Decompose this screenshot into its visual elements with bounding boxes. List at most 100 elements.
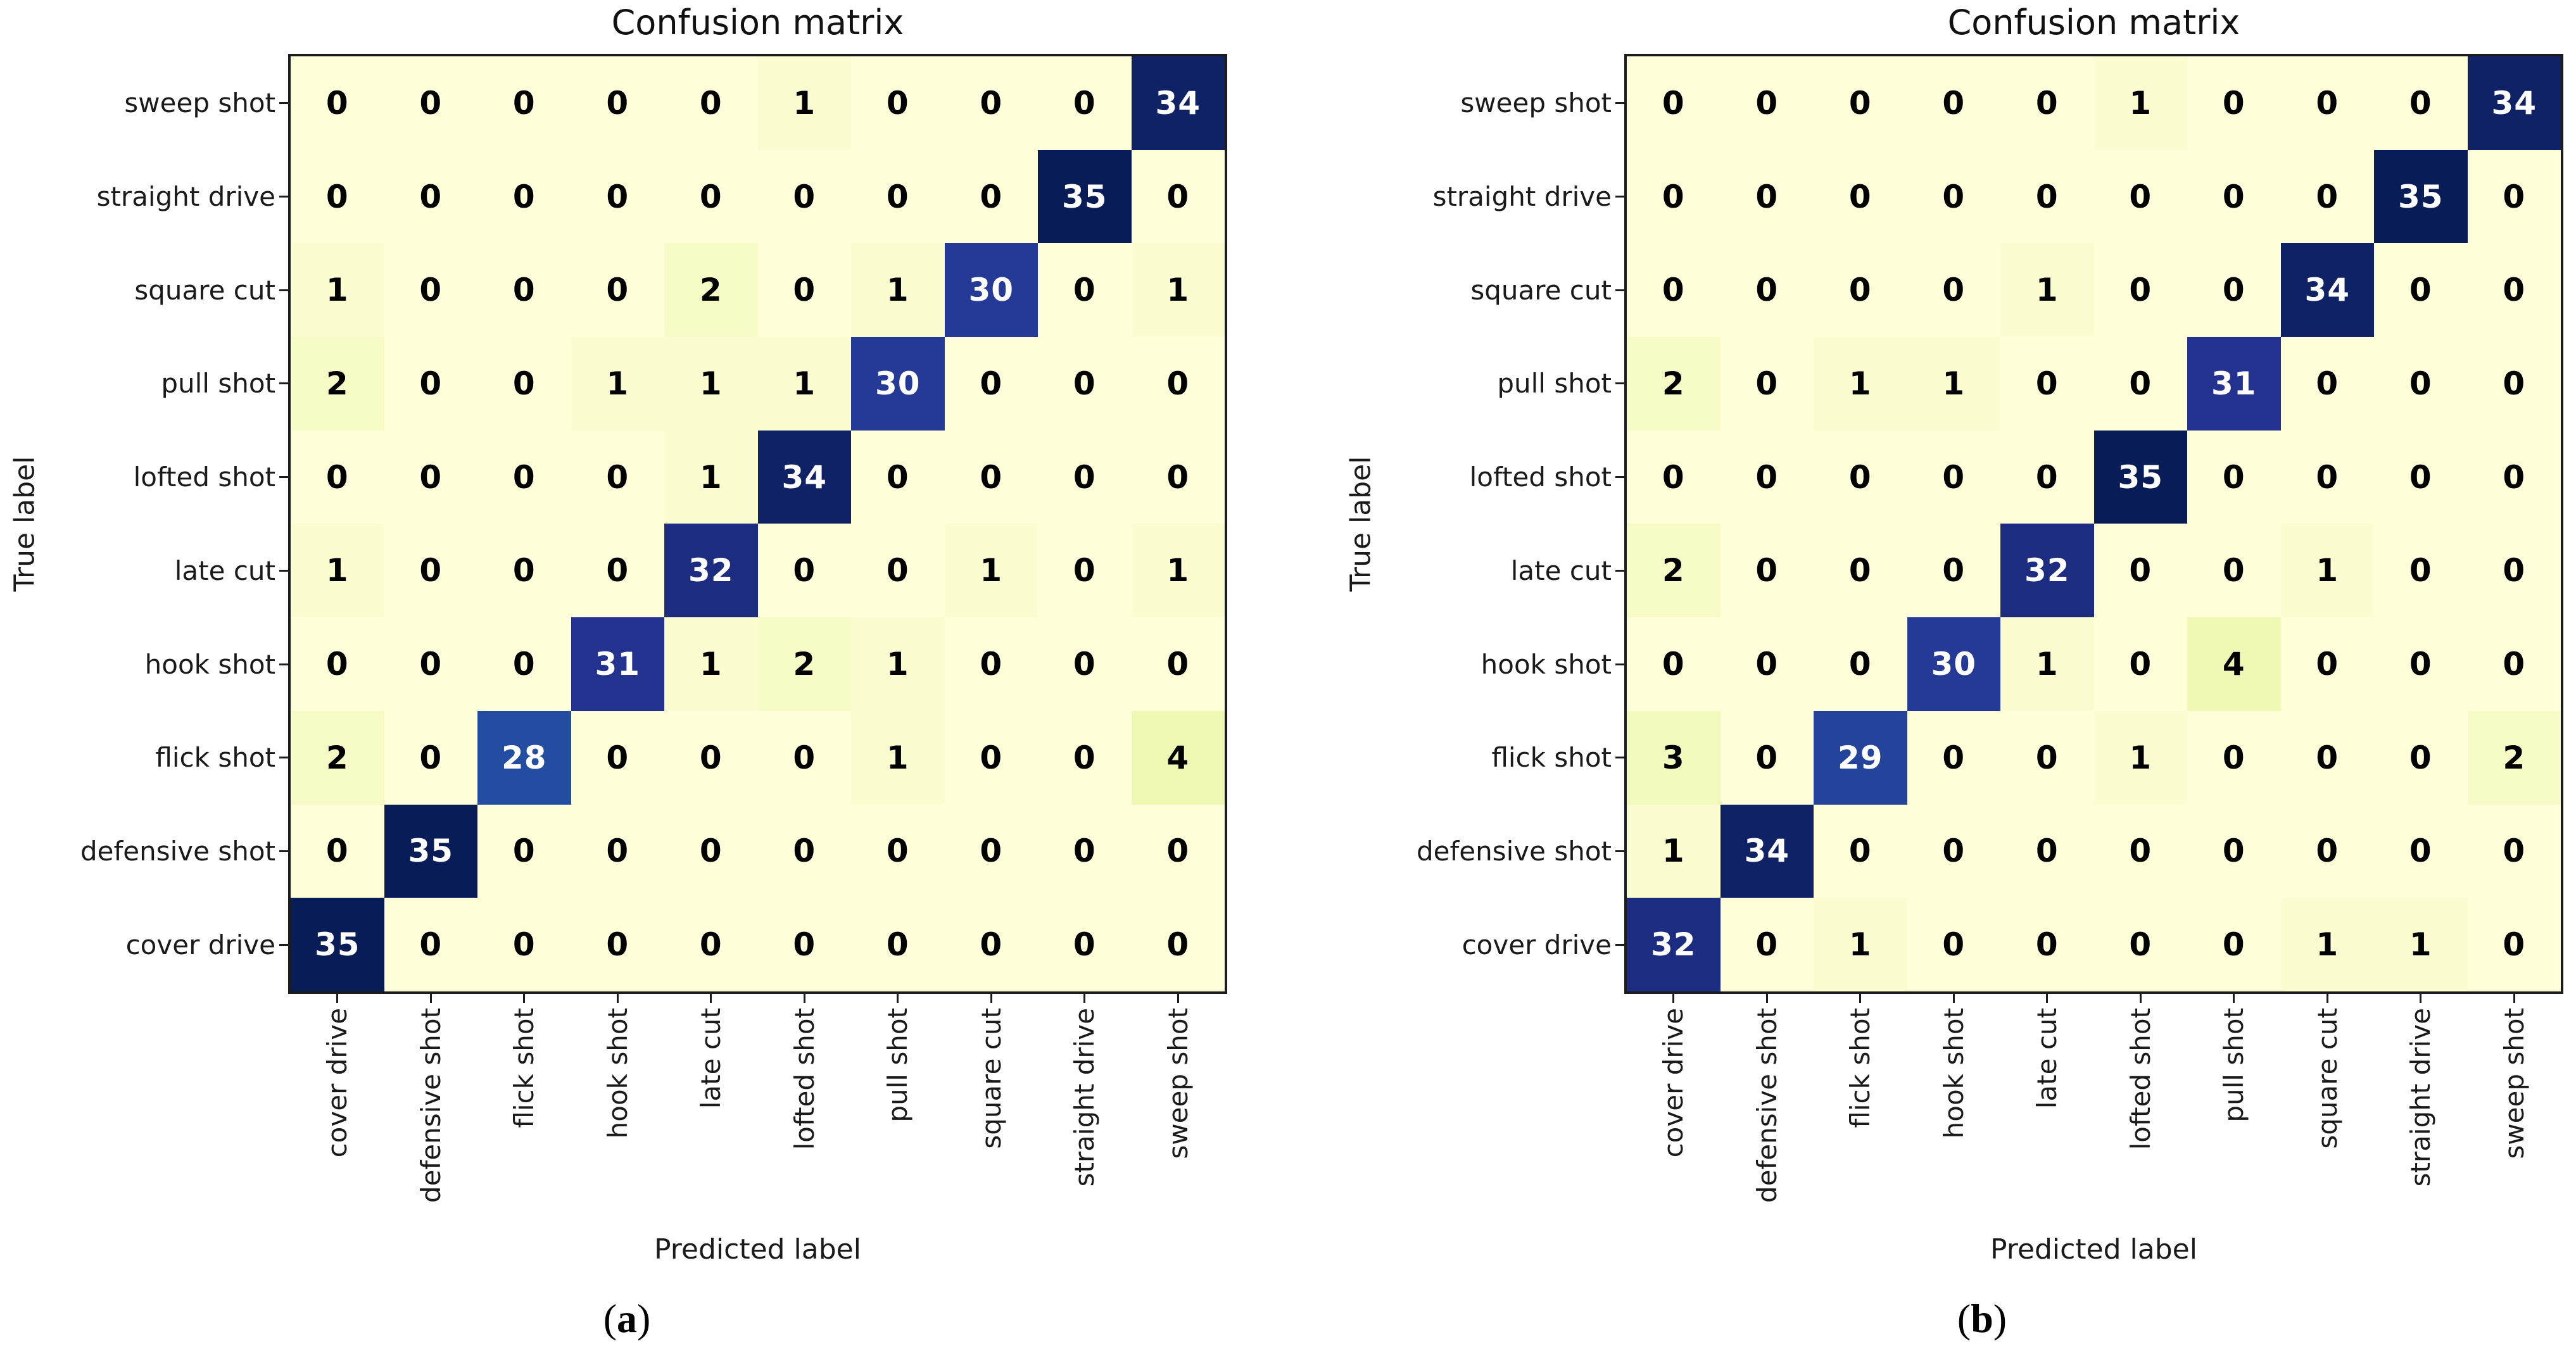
matrix-cell: 0 [1907, 56, 2000, 150]
x-tick-label: straight drive [1038, 1008, 1132, 1186]
matrix-cell: 0 [1131, 804, 1225, 898]
matrix-cell: 0 [2093, 617, 2187, 711]
matrix-cell: 0 [2187, 804, 2281, 898]
matrix-cell: 0 [2000, 430, 2094, 524]
x-tick-label: square cut [2281, 1008, 2375, 1149]
matrix-cell: 35 [2374, 149, 2468, 244]
x-tick-mark [2420, 994, 2422, 1003]
x-tick-label-text: late cut [2031, 1008, 2063, 1109]
matrix-cell: 1 [1907, 337, 2000, 431]
x-tick-mark [1177, 994, 1179, 1003]
matrix-cell: 0 [291, 804, 384, 898]
matrix-cell: 0 [571, 524, 664, 618]
matrix-cell: 0 [2187, 149, 2281, 244]
y-tick-mark [279, 943, 288, 946]
matrix-cell: 0 [384, 524, 477, 618]
matrix-cell: 0 [1720, 337, 1814, 431]
y-tick-mark [279, 102, 288, 104]
x-tick-mark [2139, 994, 2142, 1003]
matrix-cell: 32 [2000, 524, 2094, 618]
matrix-cell: 1 [2000, 243, 2094, 337]
matrix-cell: 0 [944, 710, 1038, 805]
y-tick-mark [1615, 757, 1624, 759]
y-tick-label: lofted shot [1469, 462, 1612, 493]
chart-title: Confusion matrix [1947, 3, 2240, 42]
matrix-cell: 0 [664, 898, 758, 991]
matrix-cell: 0 [1627, 56, 1720, 150]
matrix-cell: 35 [1038, 149, 1132, 244]
x-tick-mark [336, 994, 339, 1003]
subfigure-caption-a: (a) [494, 1295, 760, 1342]
matrix-cell: 0 [1627, 617, 1720, 711]
x-tick-label-text: defensive shot [415, 1008, 446, 1204]
matrix-cell: 0 [384, 337, 477, 431]
matrix-cell: 1 [2374, 898, 2468, 991]
matrix-cell: 0 [757, 710, 851, 805]
matrix-cell: 0 [1907, 243, 2000, 337]
matrix-cell: 0 [1907, 710, 2000, 805]
matrix-cell: 0 [1131, 430, 1225, 524]
y-tick-label: defensive shot [80, 835, 275, 867]
y-tick-mark [279, 196, 288, 198]
x-tick-label-text: straight drive [1069, 1008, 1101, 1187]
matrix-cell: 31 [2187, 337, 2281, 431]
matrix-cell: 0 [944, 337, 1038, 431]
y-axis-label-text: True label [1344, 456, 1377, 592]
matrix-cell: 0 [1038, 898, 1132, 991]
x-tick-label-text: cover drive [1658, 1008, 1689, 1158]
y-axis-label-text: True label [8, 456, 41, 592]
y-tick-mark [279, 382, 288, 385]
matrix-cell: 0 [2093, 243, 2187, 337]
matrix-cell: 1 [2093, 56, 2187, 150]
matrix-cell: 0 [2280, 804, 2374, 898]
matrix-cell: 29 [1814, 710, 1907, 805]
matrix-cell: 1 [664, 617, 758, 711]
x-tick-mark [1083, 994, 1086, 1003]
x-tick-mark [1859, 994, 1862, 1003]
matrix-cell: 0 [1907, 898, 2000, 991]
y-tick-label: cover drive [125, 929, 275, 960]
matrix-cell: 0 [1720, 56, 1814, 150]
matrix-cell: 0 [384, 617, 477, 711]
matrix-cell: 0 [944, 898, 1038, 991]
y-tick-label: lofted shot [133, 462, 275, 493]
matrix-cell: 0 [384, 710, 477, 805]
matrix-cell: 0 [1814, 430, 1907, 524]
y-tick-mark [279, 569, 288, 572]
x-tick-label-text: hook shot [1938, 1008, 1969, 1139]
matrix-cell: 0 [2000, 898, 2094, 991]
matrix-cell: 0 [477, 243, 571, 337]
matrix-cell: 0 [1814, 804, 1907, 898]
panel-a: Confusion matrix sweep shot straight driv… [0, 0, 1240, 1358]
matrix-cell: 0 [477, 337, 571, 431]
x-tick-label-text: pull shot [882, 1008, 914, 1122]
matrix-cell: 0 [384, 898, 477, 991]
matrix-cell: 0 [384, 243, 477, 337]
matrix-cell: 34 [757, 430, 851, 524]
matrix-cell: 0 [1720, 617, 1814, 711]
x-tick-mark [803, 994, 805, 1003]
matrix-cell: 1 [1814, 898, 1907, 991]
matrix-cell: 0 [2093, 524, 2187, 618]
matrix-cell: 0 [664, 804, 758, 898]
matrix-cell: 1 [851, 710, 945, 805]
matrix-cell: 2 [1627, 524, 1720, 618]
y-tick-mark [279, 663, 288, 665]
matrix-cell: 0 [1038, 243, 1132, 337]
matrix-cell: 0 [2187, 898, 2281, 991]
matrix-cell: 0 [851, 56, 945, 150]
x-tick-mark [990, 994, 992, 1003]
x-tick-label: hook shot [571, 1008, 665, 1138]
matrix-cell: 0 [944, 430, 1038, 524]
matrix-cell: 34 [2280, 243, 2374, 337]
matrix-cell: 0 [2000, 56, 2094, 150]
matrix-cell: 0 [2000, 149, 2094, 244]
matrix-cell: 0 [1038, 710, 1132, 805]
matrix-cell: 0 [2280, 149, 2374, 244]
x-tick-mark [616, 994, 619, 1003]
matrix-cell: 0 [1038, 337, 1132, 431]
matrix-cell: 0 [2467, 149, 2561, 244]
y-tick-label: square cut [1470, 274, 1612, 306]
matrix-cell: 0 [757, 524, 851, 618]
